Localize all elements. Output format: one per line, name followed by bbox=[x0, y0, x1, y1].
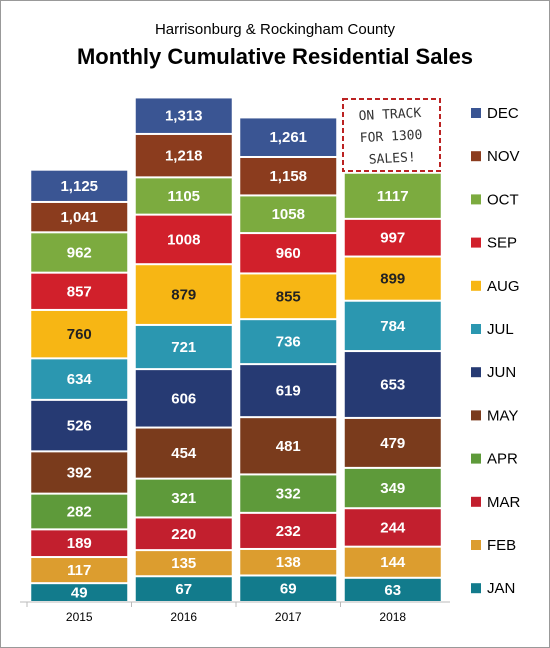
value-label: 962 bbox=[67, 244, 92, 261]
value-label: 117 bbox=[67, 562, 91, 579]
value-label: 960 bbox=[276, 245, 301, 262]
value-label: 526 bbox=[67, 418, 92, 435]
annotation-box bbox=[342, 98, 441, 172]
legend-label: DEC bbox=[487, 105, 519, 122]
value-label: 1058 bbox=[272, 206, 305, 223]
legend-label: FEB bbox=[487, 537, 516, 554]
value-label: 1,313 bbox=[165, 108, 203, 125]
annotation-line: SALES! bbox=[368, 150, 416, 167]
legend-label: JAN bbox=[487, 580, 515, 597]
value-label: 481 bbox=[276, 438, 301, 455]
value-label: 1,261 bbox=[269, 129, 307, 146]
value-label: 784 bbox=[380, 318, 406, 335]
legend-label: JUN bbox=[487, 364, 516, 381]
legend-label: NOV bbox=[487, 148, 520, 165]
annotation-line: ON TRACK bbox=[358, 106, 421, 124]
value-label: 1,218 bbox=[165, 148, 203, 165]
value-label: 619 bbox=[276, 383, 301, 400]
value-label: 49 bbox=[71, 585, 88, 602]
value-label: 349 bbox=[380, 480, 405, 497]
value-label: 760 bbox=[67, 326, 92, 343]
legend-label: MAY bbox=[487, 407, 518, 424]
legend-swatch bbox=[471, 410, 481, 421]
value-label: 63 bbox=[384, 582, 401, 599]
legend-swatch bbox=[471, 540, 481, 550]
legend-swatch bbox=[471, 151, 481, 162]
value-label: 392 bbox=[67, 464, 92, 481]
value-label: 879 bbox=[171, 287, 196, 304]
legend-swatch bbox=[471, 194, 481, 205]
legend-label: JUL bbox=[487, 321, 514, 338]
value-label: 1,125 bbox=[60, 178, 98, 195]
legend-label: MAR bbox=[487, 494, 521, 511]
value-label: 1,041 bbox=[60, 209, 98, 226]
value-label: 189 bbox=[67, 535, 92, 552]
value-label: 634 bbox=[67, 371, 93, 388]
value-label: 138 bbox=[276, 554, 301, 571]
x-tick-label: 2015 bbox=[66, 610, 93, 624]
legend-label: OCT bbox=[487, 191, 519, 208]
legend-swatch bbox=[471, 367, 481, 378]
value-label: 997 bbox=[380, 230, 405, 247]
annotation: ON TRACK FOR 1300 SALES! bbox=[358, 106, 422, 168]
value-label: 736 bbox=[276, 334, 301, 351]
value-label: 653 bbox=[380, 376, 405, 393]
legend-swatch bbox=[471, 496, 481, 507]
bar bbox=[238, 574, 339, 604]
value-label: 721 bbox=[171, 339, 196, 356]
value-label: 1008 bbox=[167, 231, 200, 248]
legend-label: SEP bbox=[487, 235, 517, 252]
value-label: 1105 bbox=[167, 188, 200, 205]
legend-swatch bbox=[471, 324, 481, 334]
value-label: 899 bbox=[380, 271, 405, 288]
value-label: 69 bbox=[280, 581, 297, 598]
value-label: 232 bbox=[276, 523, 301, 540]
legend-label: AUG bbox=[487, 278, 520, 295]
value-label: 1117 bbox=[377, 188, 409, 205]
legend-swatch bbox=[471, 280, 481, 291]
x-tick-label: 2017 bbox=[275, 610, 302, 624]
value-label: 855 bbox=[276, 288, 301, 305]
value-label: 282 bbox=[67, 503, 92, 520]
x-tick-label: 2018 bbox=[379, 610, 406, 624]
value-label: 454 bbox=[171, 445, 197, 462]
legend-label: APR bbox=[487, 451, 518, 468]
chart-title: Monthly Cumulative Residential Sales bbox=[77, 44, 473, 69]
value-label: 220 bbox=[171, 526, 196, 543]
value-label: 479 bbox=[380, 435, 405, 452]
value-label: 67 bbox=[175, 581, 192, 598]
value-label: 1,158 bbox=[269, 168, 307, 185]
value-label: 332 bbox=[276, 486, 301, 503]
legend-swatch bbox=[471, 237, 481, 248]
value-label: 321 bbox=[171, 490, 196, 507]
value-label: 857 bbox=[67, 283, 92, 300]
legend-swatch bbox=[471, 108, 481, 118]
chart-subtitle: Harrisonburg & Rockingham County bbox=[155, 21, 396, 38]
value-label: 244 bbox=[380, 519, 406, 536]
legend-swatch bbox=[471, 583, 481, 594]
value-label: 135 bbox=[171, 555, 196, 572]
legend-swatch bbox=[471, 453, 481, 464]
x-tick-label: 2016 bbox=[170, 610, 197, 624]
plot: 49 67 69 63 117 135 138 144 189 220 232 244 282 321 33… bbox=[29, 96, 443, 604]
value-label: 606 bbox=[171, 390, 196, 407]
bar bbox=[133, 575, 234, 604]
annotation-line: FOR 1300 bbox=[359, 128, 422, 146]
value-label: 144 bbox=[380, 554, 406, 571]
